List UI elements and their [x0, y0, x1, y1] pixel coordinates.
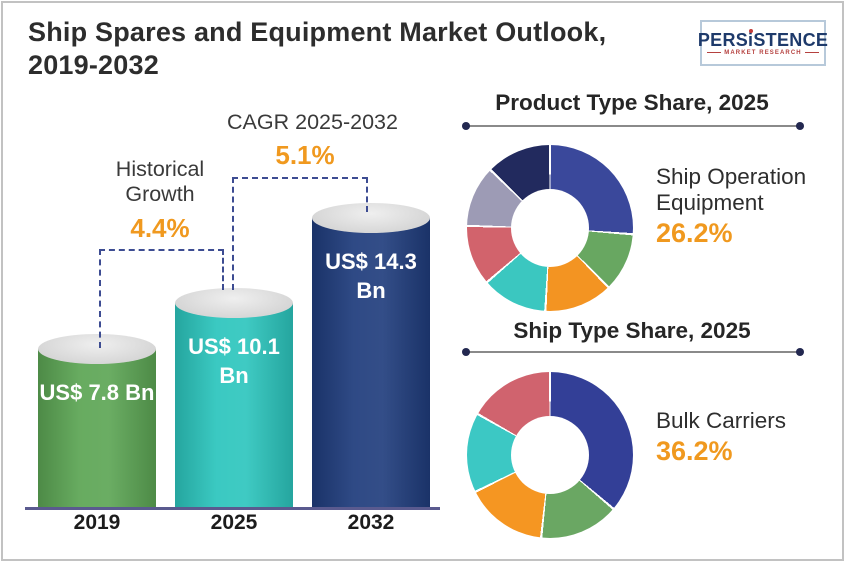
logo-brand-post: STENCE [753, 29, 829, 50]
persistence-logo: PERSiSTENCE MARKET RESEARCH [698, 20, 828, 66]
logo-tagline: MARKET RESEARCH [707, 50, 819, 56]
x-axis-line [25, 507, 440, 510]
ship-type-heading: Ship Type Share, 2025 [513, 318, 751, 343]
ship-type-separator [462, 348, 804, 356]
historical-bracket-left [99, 249, 101, 348]
ship-type-callout: Bulk Carriers 36.2% [656, 408, 791, 467]
product-type-donut-chart [467, 145, 633, 311]
historical-growth-label: Historical Growth [115, 157, 205, 207]
bar-2025-value-label: US$ 10.1 Bn [188, 334, 280, 388]
cagr-value: 5.1% [275, 140, 335, 170]
ship-type-callout-value: 36.2% [656, 436, 733, 467]
bar-2025-top-ellipse [175, 288, 293, 318]
cagr-bracket-left [232, 177, 234, 290]
product-type-callout: Ship Operation Equipment 26.2% [656, 164, 845, 249]
bar-2019-top-ellipse [38, 334, 156, 364]
product-type-heading: Product Type Share, 2025 [495, 90, 769, 115]
page-title: Ship Spares and Equipment Market Outlook… [28, 16, 606, 83]
x-tick-2032: 2032 [347, 511, 395, 534]
cagr-label: CAGR 2025-2032 [227, 110, 398, 134]
bar-2032-top-ellipse [312, 203, 430, 233]
logo-brand-pre: PERS [697, 29, 749, 50]
cagr-bracket-right [366, 177, 368, 212]
logo-brand-text: PERSiSTENCE [698, 31, 828, 49]
logo-brand-i: i [748, 29, 754, 50]
page-title-line2: 2019-2032 [28, 50, 159, 81]
bar-2019: US$ 7.8 Bn [38, 334, 156, 507]
bar-2032: US$ 14.3 Bn [312, 203, 430, 507]
product-type-callout-value: 26.2% [656, 218, 733, 249]
historical-growth-value: 4.4% [130, 213, 190, 243]
bar-2025: US$ 10.1 Bn [175, 288, 293, 507]
product-type-separator [462, 122, 804, 130]
historical-bracket-right [222, 249, 224, 290]
x-tick-2019: 2019 [73, 511, 121, 534]
cagr-bracket-top [232, 177, 368, 179]
page-title-line1: Ship Spares and Equipment Market Outlook… [28, 17, 607, 47]
x-tick-2025: 2025 [210, 511, 258, 534]
ship-type-callout-label: Bulk Carriers [656, 408, 787, 433]
ship-type-donut-chart [467, 372, 633, 538]
bar-2032-value-label: US$ 14.3 Bn [325, 249, 417, 303]
historical-bracket-top [99, 249, 224, 251]
product-type-callout-label: Ship Operation Equipment [656, 164, 807, 216]
bar-2019-value-label: US$ 7.8 Bn [39, 380, 155, 405]
